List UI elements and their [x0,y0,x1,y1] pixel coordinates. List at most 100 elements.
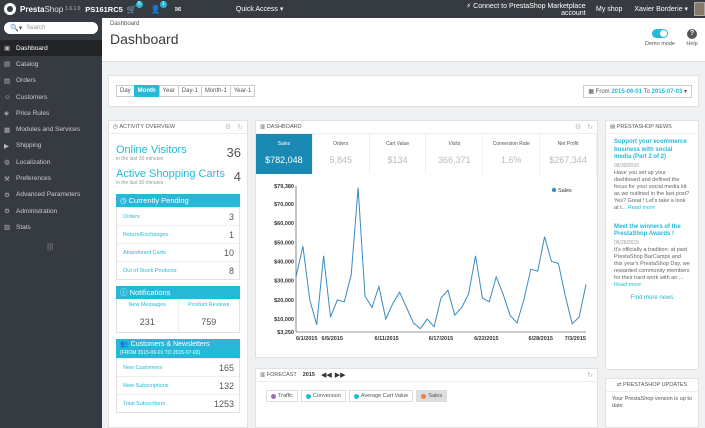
updates-message: Your PrestaShop version is up to date [612,396,692,409]
pending-list: Orders 3 Return/Exchanges 1 Abandoned Carts 1… [116,207,240,280]
calendar-icon: ▦ [588,89,594,95]
my-shop-link[interactable]: My shop [595,5,623,13]
sidebar-item-administration[interactable]: ⚙ Administration [0,203,102,219]
sidebar-item-customers[interactable]: ☺ Customers [0,89,102,105]
customers-icon[interactable]: 👤 1 [150,0,167,14]
search-box[interactable]: 🔍▾ Search [4,22,98,34]
sidebar-item-catalog[interactable]: ▤ Catalog [0,56,102,72]
sidebar-item-preferences[interactable]: ⚒ Preferences [0,170,102,186]
kpi-tab-orders[interactable]: Orders 5,845 [313,134,370,174]
forecast-traffic-button[interactable]: Traffic [266,390,298,402]
sidebar-item-label: Catalog [16,60,39,68]
configure-icon[interactable]: ⚙ [574,124,582,131]
period-year-1-button[interactable]: Year-1 [229,85,256,97]
forecast-conversion-button[interactable]: Conversion [300,390,346,402]
sidebar-item-orders[interactable]: ▤ Orders [0,73,102,89]
total-subscribers-link[interactable]: Total Subscribers [123,400,166,407]
date-range-picker[interactable]: ▦ From 2015-06-01 To 2015-07-03 ▾ [583,85,692,98]
kpi-tab-net-profit[interactable]: Net Profit $267,344 [540,134,597,174]
find-more-news-link[interactable]: Find more news [630,294,674,301]
sidebar-item-dashboard[interactable]: ▣ Dashboard [0,40,102,57]
read-more-link[interactable]: Read more [627,204,655,211]
toggle-switch-icon[interactable] [652,29,668,38]
abandoned-carts-link[interactable]: Abandoned Carts [123,249,166,256]
forecast-button-label: Sales [428,393,443,399]
sidebar-item-label: Customers [16,93,48,101]
news-item: Meet the winners of the PrestaShop Award… [606,212,698,289]
date-to: 2015-07-03 [651,89,683,95]
sidebar-item-stats[interactable]: ▥ Stats [0,219,102,235]
prev-year-icon[interactable]: ◀◀ [320,372,332,379]
out-of-stock-products-link[interactable]: Out of Stock Products [123,267,177,274]
connect-marketplace-link[interactable]: ⚡ Connect to PrestaShop Marketplace acco… [451,2,585,17]
y-tick-label: $30,000 [274,279,294,285]
read-more-link[interactable]: Read more [614,281,642,288]
sidebar-item-localization[interactable]: ◍ Localization [0,154,102,170]
period-month-1-button[interactable]: Month-1 [200,85,231,97]
forecast-sales-button[interactable]: Sales [416,390,448,402]
sidebar-item-label: Orders [16,77,36,85]
new-messages-link[interactable]: New Messages [128,302,167,308]
product-reviews-link[interactable]: Product Reviews [188,302,230,308]
active-carts-label[interactable]: Active Shopping Carts [116,168,225,180]
kpi-tabs: Sales $782,048 Orders 5,845 Cart Value $134 Vi… [256,134,597,174]
refresh-icon[interactable]: ↻ [587,372,593,379]
shop-name[interactable]: PS161RC5 [85,4,123,14]
orders-cart-icon[interactable]: 🛒 5 [126,0,143,14]
quick-access-menu[interactable]: Quick Access ▾ [235,6,284,13]
kpi-tab-visits[interactable]: Visits 366,371 [426,134,484,174]
news-item-title-link[interactable]: Meet the winners of the PrestaShop Award… [614,223,681,238]
y-tick-label: $40,000 [274,260,294,266]
demo-mode-toggle[interactable]: Demo mode [642,29,678,47]
kpi-tab-conversion-rate[interactable]: Conversion Rate 1.6% [483,134,541,174]
pending-title: Currently Pending [128,196,189,205]
collapse-sidebar-icon[interactable]: ||| [47,241,54,251]
period-year-button[interactable]: Year [158,85,179,97]
new-subscriptions-link[interactable]: New Subscriptions [123,382,169,389]
news-item-title-link[interactable]: Support your ecommerce business with soc… [614,139,687,160]
period-day-button[interactable]: Day [116,85,135,97]
breadcrumb[interactable]: Dashboard [110,21,140,27]
configure-icon[interactable]: ⚙ [224,124,232,131]
return-exchanges-link[interactable]: Return/Exchanges [123,231,169,238]
messages-envelope-icon[interactable]: ✉ [174,4,182,14]
period-filter-bar: Day Month Year Day-1 Month-1 Year-1 ▦ From 20… [108,75,699,107]
x-tick-label: 6/1/2015 [296,336,317,342]
dashboard-panel: ▥ Dashboard ⚙ ↻ Sales $782,048 Orders 5,845 C… [255,120,598,358]
forecast-year[interactable]: 2015 [302,372,315,378]
sidebar-item-shipping[interactable]: ▶ Shipping [0,138,102,154]
sidebar-item-advanced-parameters[interactable]: ⚙ Advanced Parameters [0,187,102,203]
x-tick-label: 6/17/2015 [429,336,453,342]
period-day-1-button[interactable]: Day-1 [177,85,202,97]
help-button[interactable]: ? Help [682,29,702,47]
prestashop-news-panel: ▤ PrestaShop news Support your ecommerce… [605,120,699,370]
kpi-tab-sales[interactable]: Sales $782,048 [256,134,313,174]
prestashop-logo[interactable]: PrestaShop 1.6.1.0 [0,3,85,15]
chart-icon: ▥ [260,124,267,130]
refresh-icon[interactable]: ↻ [587,124,593,131]
version-label: 1.6.1.0 [65,6,81,12]
user-menu[interactable]: Xavier Borderie ▾ [634,6,689,13]
y-tick-label: $3,250 [277,330,294,336]
new-customers-link[interactable]: New Customers [123,364,163,371]
period-month-button[interactable]: Month [133,85,160,97]
next-year-icon[interactable]: ▶▶ [334,372,346,379]
refresh-icon[interactable]: ↻ [237,124,243,131]
shipping-icon: ▶ [4,142,9,150]
forecast-average-cart-value-button[interactable]: Average Cart Value [348,390,414,402]
kpi-label: Conversion Rate [492,141,530,147]
orders-link[interactable]: Orders [123,213,140,220]
avatar[interactable] [693,2,705,16]
search-icon[interactable]: 🔍▾ [10,25,23,32]
notifications-box: New Messages 231 Product Reviews 759 [116,299,240,333]
online-visitors-label[interactable]: Online Visitors [116,144,187,156]
sidebar-item-modules-and-services[interactable]: ▦ Modules and Services [0,121,102,137]
search-input[interactable]: Search [26,25,46,31]
sales-dot-icon [421,393,427,399]
logo-text-bold: Presta [20,4,45,14]
connect-label: Connect to PrestaShop Marketplace accoun… [473,2,586,17]
kpi-label: Net Profit [557,141,579,147]
sidebar-item-price-rules[interactable]: ◈ Price Rules [0,105,102,121]
kpi-tab-cart-value[interactable]: Cart Value $134 [370,134,427,174]
demo-mode-label: Demo mode [645,41,675,47]
